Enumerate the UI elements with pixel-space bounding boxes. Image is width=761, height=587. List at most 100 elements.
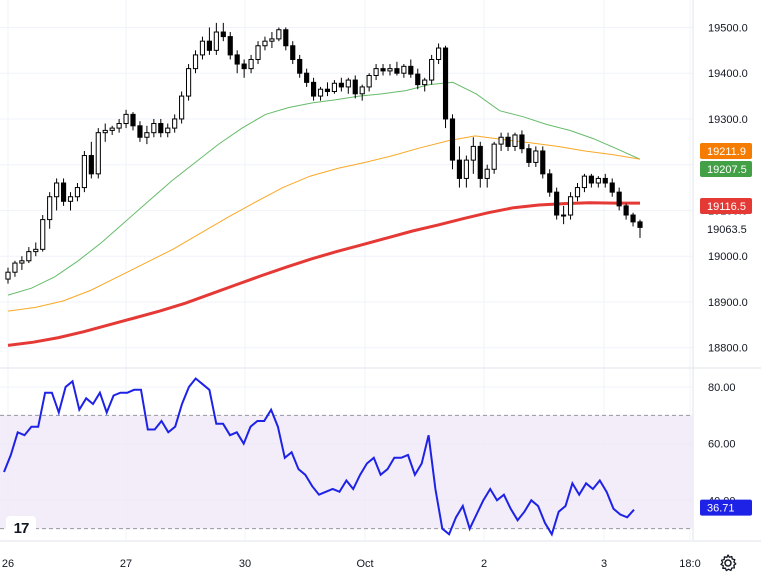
candle (491, 141, 497, 174)
time-tick-label: 18:0 (679, 558, 700, 570)
candle (199, 36, 206, 60)
candle (95, 128, 101, 179)
tradingview-logo[interactable]: 17 (6, 516, 36, 540)
candle-body (179, 95, 185, 120)
candle (144, 125, 150, 145)
candle-body (74, 187, 81, 198)
price-badge: 19116.5 (700, 198, 752, 214)
candle (380, 64, 386, 76)
candle-body (609, 182, 615, 193)
candle (310, 77, 317, 101)
candle (422, 77, 428, 92)
candle-body (88, 155, 94, 175)
candle-body (19, 260, 25, 264)
candle (241, 59, 247, 78)
price-badge-label: 19116.5 (707, 201, 746, 213)
candle (81, 150, 87, 193)
candle (505, 132, 511, 151)
price-panel[interactable] (5, 22, 643, 347)
candle (574, 183, 581, 202)
price-badge: 19207.5 (700, 161, 752, 177)
candle (588, 173, 594, 188)
candle (276, 27, 282, 42)
candle-body (220, 31, 226, 38)
candle-body (241, 63, 247, 70)
candle (116, 118, 122, 133)
candle (33, 242, 39, 257)
candle (290, 41, 296, 65)
candle-body (109, 127, 115, 131)
candle (331, 80, 338, 94)
candle (533, 146, 539, 167)
oscillator-panel[interactable] (0, 377, 693, 537)
candle-body (248, 58, 254, 70)
candle-body (581, 175, 588, 189)
candle-body (366, 74, 372, 88)
candle (408, 59, 414, 78)
candle (220, 22, 226, 42)
candle-body (408, 65, 414, 75)
candle-body (540, 150, 546, 175)
price-axis[interactable]: 19500.019400.019300.019200.019100.019000… (708, 22, 748, 507)
candle (623, 203, 629, 220)
candle-body (415, 73, 421, 86)
candle (234, 50, 240, 74)
candle-body (304, 72, 310, 83)
price-tick-label: 19300.0 (708, 114, 748, 126)
candles (5, 22, 643, 284)
candle-body (130, 113, 136, 127)
candle (637, 219, 643, 238)
candle-body (554, 191, 560, 216)
candle (567, 192, 574, 220)
time-axis[interactable]: 26 27 30 Oct 2 3 18:0 (2, 558, 701, 570)
candle (192, 50, 199, 74)
time-tick-label: Oct (356, 558, 373, 570)
price-badge-bg (700, 143, 752, 159)
candle-body (185, 68, 192, 97)
price-badge-label: 36.71 (707, 503, 735, 515)
candle (526, 144, 532, 167)
candle (206, 27, 212, 55)
candle (40, 215, 46, 252)
candle-body (491, 143, 497, 170)
candle (630, 212, 636, 227)
candle (366, 73, 372, 92)
candle-body (102, 129, 108, 134)
candle-body (623, 205, 629, 216)
candle-body (477, 145, 483, 179)
candle (547, 169, 553, 197)
candle (477, 141, 483, 188)
candle-body (630, 214, 636, 223)
candle (60, 178, 67, 206)
candle (67, 192, 74, 211)
candle-body (310, 81, 317, 97)
candle-body (470, 145, 476, 161)
candle-body (54, 182, 60, 198)
candle-body (345, 79, 351, 88)
candle-body (26, 251, 32, 262)
candle (12, 260, 18, 277)
candle-body (144, 132, 150, 138)
candle (519, 130, 525, 154)
candle-body (547, 173, 553, 193)
oscillator-tick-label: 60.00 (708, 439, 736, 451)
price-badge: 19211.9 (700, 143, 752, 159)
candle-body (526, 148, 532, 163)
candle-body (637, 221, 643, 228)
candle (109, 125, 115, 135)
candle (213, 22, 219, 55)
candle (185, 64, 192, 101)
candle (102, 123, 108, 142)
candle (172, 114, 178, 133)
candle-body (234, 54, 240, 65)
price-badge-label: 19063.5 (707, 224, 747, 236)
time-tick-label: 2 (481, 558, 487, 570)
price-tick-label: 19400.0 (708, 68, 748, 80)
candle (255, 41, 261, 65)
candle-body (227, 36, 233, 56)
gear-icon[interactable] (718, 553, 738, 573)
candle-body (616, 191, 622, 207)
moving-average-line (7, 135, 641, 312)
candle-body (60, 182, 67, 202)
